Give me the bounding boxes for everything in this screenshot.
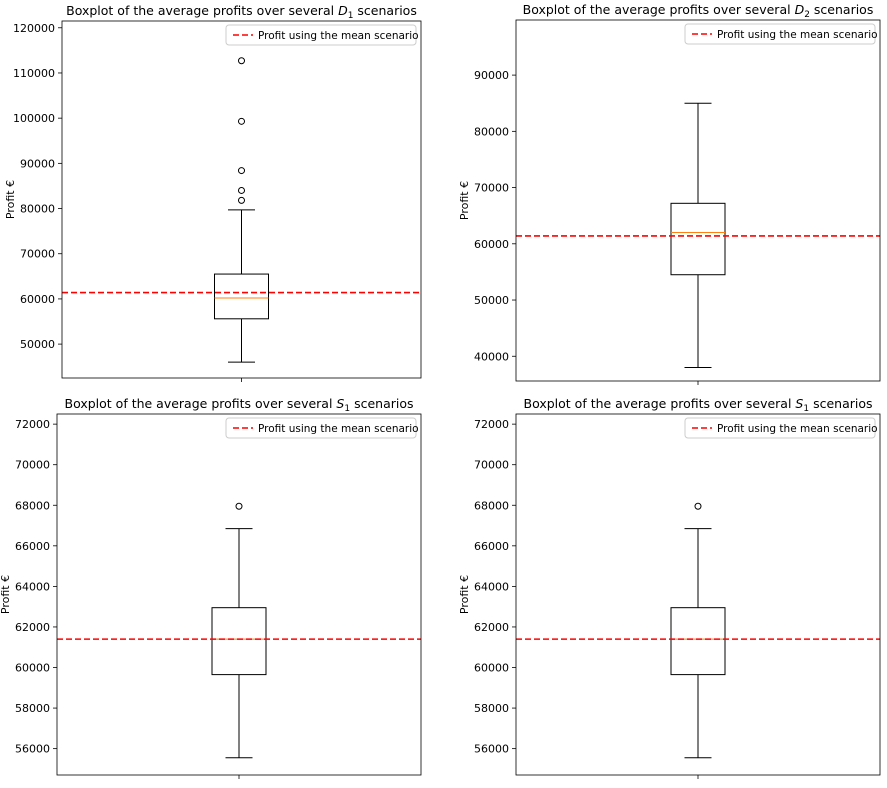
outlier-point xyxy=(238,196,245,204)
subplot-3: 56000 58000 60000 62000 64000 66000 68000 70000… xyxy=(0,396,422,779)
y-tick-label: 58000 xyxy=(15,702,50,715)
y-tick-label: 60000 xyxy=(474,662,509,675)
y-tick-label: 72000 xyxy=(15,418,50,431)
y-axis-label: Profit € xyxy=(4,180,17,219)
y-tick-label: 70000 xyxy=(15,459,50,472)
plot-frame xyxy=(515,19,881,382)
y-tick-label: 64000 xyxy=(474,580,509,593)
y-tick-label: 66000 xyxy=(474,540,509,553)
outlier-point xyxy=(235,502,243,510)
outlier-point xyxy=(238,186,245,194)
outlier-point xyxy=(238,57,245,65)
legend-label: Profit using the mean scenario xyxy=(717,29,878,41)
subplot-1: 50000 60000 70000 80000 90000 100000 110000 120… xyxy=(4,3,422,382)
y-tick-label: 40000 xyxy=(474,350,509,363)
chart-title: Boxplot of the average profits over seve… xyxy=(524,396,873,414)
y-tick-label: 58000 xyxy=(474,702,509,715)
y-tick-label: 70000 xyxy=(474,182,509,195)
legend-label: Profit using the mean scenario xyxy=(717,423,878,435)
y-tick-label: 66000 xyxy=(15,540,50,553)
y-tick-label: 72000 xyxy=(474,418,509,431)
legend-box xyxy=(684,417,876,439)
iqr-box xyxy=(670,202,726,276)
y-tick-label: 62000 xyxy=(474,621,509,634)
chart-title: Boxplot of the average profits over seve… xyxy=(523,2,874,20)
y-tick-label: 70000 xyxy=(20,248,55,261)
y-tick-label: 70000 xyxy=(474,459,509,472)
plot-frame xyxy=(515,413,881,776)
y-axis-label: Profit € xyxy=(0,575,12,614)
outlier-point xyxy=(694,502,702,510)
y-tick-label: 80000 xyxy=(20,203,55,216)
legend-box xyxy=(225,24,417,46)
iqr-box xyxy=(670,607,726,676)
outlier-point xyxy=(238,167,245,175)
y-tick-label: 80000 xyxy=(474,125,509,138)
y-axis-label: Profit € xyxy=(458,575,471,614)
y-tick-label: 60000 xyxy=(474,238,509,251)
y-tick-label: 100000 xyxy=(13,112,55,125)
subplot-2: 40000 50000 60000 70000 80000 90000 Profit € Bo… xyxy=(458,2,881,385)
iqr-box xyxy=(214,273,269,320)
y-tick-label: 56000 xyxy=(474,743,509,756)
y-tick-label: 120000 xyxy=(13,22,55,35)
y-tick-label: 50000 xyxy=(20,338,55,351)
y-tick-label: 68000 xyxy=(474,499,509,512)
subplot-4: 56000 58000 60000 62000 64000 66000 68000 70000… xyxy=(458,396,881,779)
chart-title: Boxplot of the average profits over seve… xyxy=(66,3,417,21)
outlier-point xyxy=(238,117,245,125)
y-tick-label: 64000 xyxy=(15,580,50,593)
y-tick-label: 90000 xyxy=(474,69,509,82)
plot-frame xyxy=(56,413,422,776)
y-tick-label: 110000 xyxy=(13,67,55,80)
y-tick-label: 90000 xyxy=(20,157,55,170)
legend-label: Profit using the mean scenario xyxy=(258,30,419,42)
y-tick-label: 50000 xyxy=(474,294,509,307)
plot-frame xyxy=(61,20,422,379)
y-axis-label: Profit € xyxy=(458,181,471,220)
y-tick-label: 60000 xyxy=(20,293,55,306)
chart-title: Boxplot of the average profits over seve… xyxy=(65,396,414,414)
y-tick-label: 62000 xyxy=(15,621,50,634)
legend-box xyxy=(684,23,876,45)
y-tick-label: 68000 xyxy=(15,499,50,512)
legend-box xyxy=(225,417,417,439)
iqr-box xyxy=(211,607,267,676)
legend-label: Profit using the mean scenario xyxy=(258,423,419,435)
y-tick-label: 60000 xyxy=(15,662,50,675)
y-tick-label: 56000 xyxy=(15,743,50,756)
